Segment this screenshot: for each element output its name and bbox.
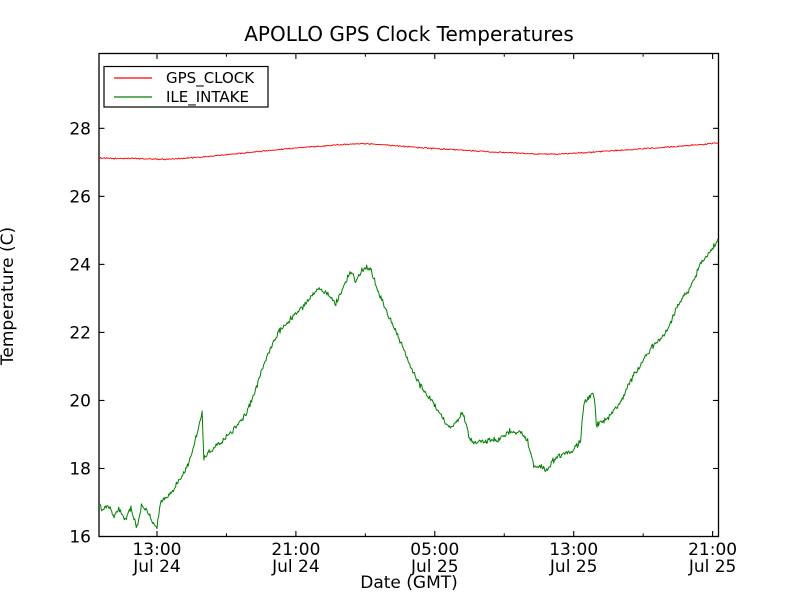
y-tick-label: 16 [69, 528, 91, 548]
legend-box [103, 65, 269, 108]
x-tick-label-time: 13:00 [132, 540, 181, 560]
x-axis-label: Date (GMT) [360, 573, 458, 593]
x-tick-label-time: 05:00 [410, 540, 459, 560]
y-tick-label: 20 [69, 391, 91, 411]
x-tick-label-date: Jul 25 [688, 557, 737, 577]
y-tick-label: 18 [69, 459, 91, 479]
legend-label-ILE_INTAKE: ILE_INTAKE [166, 88, 249, 107]
chart-title: APOLLO GPS Clock Temperatures [244, 22, 574, 46]
y-tick-label: 24 [69, 255, 91, 275]
x-tick-label-date: Jul 24 [271, 557, 320, 577]
series-line-GPS_CLOCK [98, 142, 719, 161]
legend-label-GPS_CLOCK: GPS_CLOCK [166, 69, 255, 88]
y-tick-label: 22 [69, 323, 91, 343]
x-tick-label-time: 21:00 [271, 540, 320, 560]
y-tick-label: 26 [69, 187, 91, 207]
plot-frame [98, 52, 720, 538]
x-tick-label-time: 13:00 [549, 540, 598, 560]
x-tick-label-time: 21:00 [688, 540, 737, 560]
y-axis-label: Temperature (C) [0, 226, 18, 366]
series-line-ILE_INTAKE [98, 238, 719, 530]
x-tick-label-date: Jul 25 [549, 557, 598, 577]
x-tick-label-date: Jul 25 [410, 557, 459, 577]
y-tick-label: 28 [69, 119, 91, 139]
x-tick-label-date: Jul 24 [132, 557, 181, 577]
